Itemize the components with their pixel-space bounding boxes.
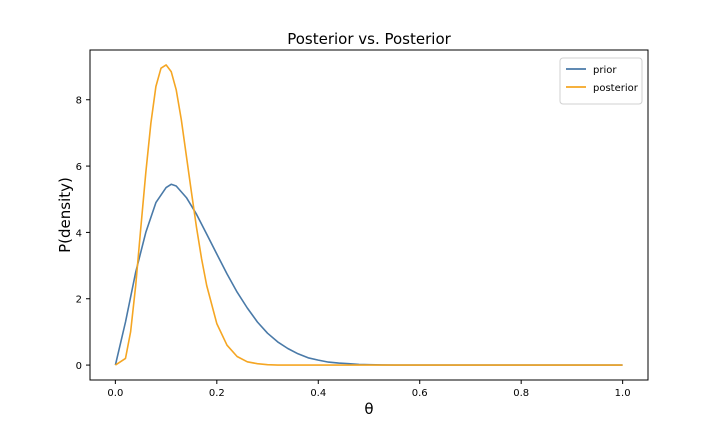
y-tick-label: 4 (76, 228, 82, 239)
y-tick-label: 0 (76, 361, 82, 372)
y-axis-label: P(density) (56, 177, 74, 253)
plot-frame (89, 49, 649, 381)
y-tick-label: 8 (76, 96, 82, 107)
series-line-posterior (114, 64, 623, 366)
legend-label-prior: prior (593, 65, 617, 76)
x-axis: 0.0 0.2 0.4 0.6 0.8 1.0 (107, 380, 631, 399)
x-tick-label: 0.4 (310, 388, 326, 399)
legend: prior posterior (559, 57, 643, 105)
series-line-prior (114, 183, 623, 366)
x-axis-label: θ (364, 400, 373, 418)
y-tick-label: 6 (76, 162, 82, 173)
x-tick-label: 0.8 (513, 388, 529, 399)
y-tick-label: 2 (76, 295, 82, 306)
plot-lines (114, 64, 623, 366)
chart-title: Posterior vs. Posterior (287, 30, 451, 48)
x-tick-label: 1.0 (615, 388, 631, 399)
legend-label-posterior: posterior (593, 83, 639, 94)
x-tick-label: 0.0 (107, 388, 123, 399)
y-axis: 0 2 4 6 8 (76, 96, 90, 372)
x-tick-label: 0.6 (412, 388, 428, 399)
x-tick-label: 0.2 (209, 388, 225, 399)
